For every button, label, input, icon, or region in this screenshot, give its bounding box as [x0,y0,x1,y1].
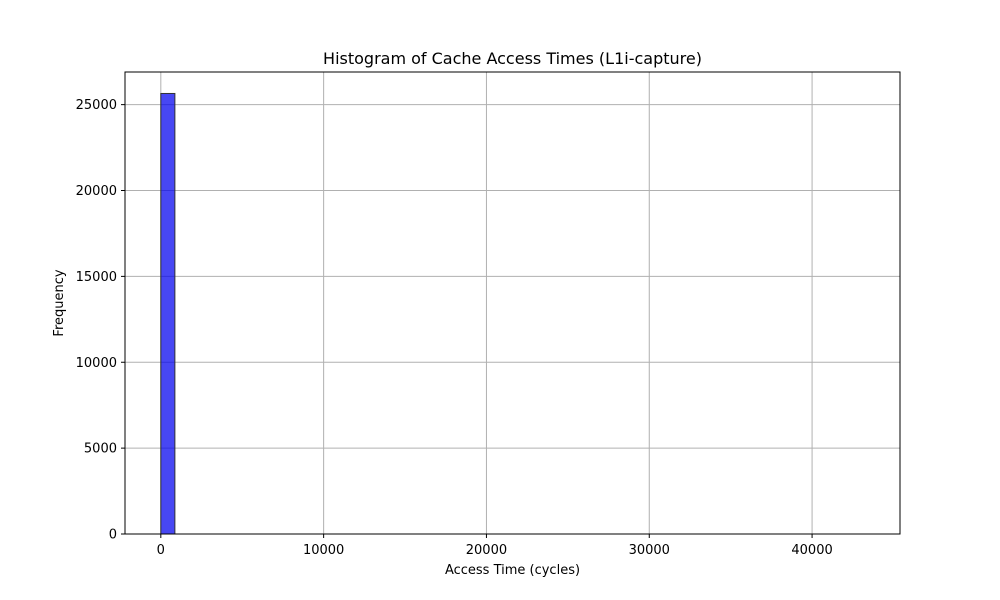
x-tick-label: 0 [157,543,165,558]
y-tick-label: 15000 [76,270,117,285]
x-tick-label: 40000 [791,543,832,558]
y-tick-label: 0 [109,528,117,543]
bars-layer [160,92,176,535]
x-axis-label: Access Time (cycles) [445,563,580,578]
histogram-bar [160,92,176,535]
x-tick-label: 10000 [303,543,344,558]
y-axis-label: Frequency [52,269,67,336]
y-tick-label: 20000 [76,184,117,199]
x-tick-label: 20000 [466,543,507,558]
plot-frame [124,71,901,535]
grid-layer [125,72,900,535]
y-tick-label: 5000 [84,442,117,457]
ticks-layer: 0 10000 20000 30000 40000 0 5000 10000 15000 2000… [76,98,833,558]
y-tick-label: 25000 [76,98,117,113]
chart-title: Histogram of Cache Access Times (L1i-cap… [323,49,702,68]
x-tick-label: 30000 [629,543,670,558]
y-tick-label: 10000 [76,356,117,371]
